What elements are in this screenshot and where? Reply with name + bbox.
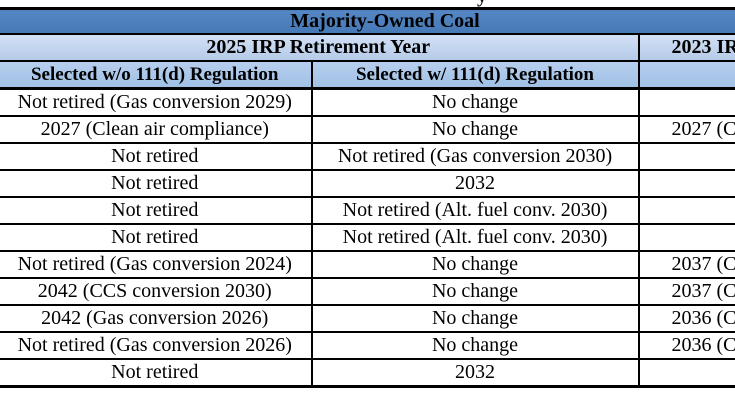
subheader-2023-blank — [637, 60, 735, 90]
cell: 2042 (Gas conversion 2026) — [0, 304, 313, 333]
cell: No change — [310, 304, 640, 333]
cell: Not retired (Alt. fuel conv. 2030) — [310, 223, 640, 252]
table-title: Majority-Owned Coal — [0, 7, 735, 35]
table-row: Not retired Not retired (Alt. fuel conv. … — [0, 196, 735, 225]
cell: 2037 (C — [637, 250, 735, 279]
cell: Not retired — [0, 223, 313, 252]
table-row: Not retired Not retired (Gas conversion 2… — [0, 142, 735, 171]
cropped-title-fragment: y — [477, 0, 487, 8]
cell: Not retired (Gas conversion 2024) — [0, 250, 313, 279]
cell — [637, 223, 735, 252]
cell: 2032 — [310, 169, 640, 198]
cell: Not retired — [0, 142, 313, 171]
cell — [637, 169, 735, 198]
table-row: Not retired 2032 — [0, 358, 735, 388]
cell: No change — [310, 331, 640, 360]
cell: 2036 (C — [637, 304, 735, 333]
table-row: 2027 (Clean air compliance) No change 2027… — [0, 115, 735, 144]
table-row: Not retired Not retired (Alt. fuel conv. … — [0, 223, 735, 252]
column-group-row: 2025 IRP Retirement Year 2023 IR — [0, 33, 735, 62]
sub-header-row: Selected w/o 111(d) Regulation Selected … — [0, 60, 735, 90]
cell: 2037 (C — [637, 277, 735, 306]
table-header: Majority-Owned Coal 2025 IRP Retirement … — [0, 7, 735, 90]
cell: 2036 (C — [637, 331, 735, 360]
cell: Not retired (Gas conversion 2026) — [0, 331, 313, 360]
cell: Not retired — [0, 169, 313, 198]
cell: No change — [310, 115, 640, 144]
cell — [637, 142, 735, 171]
table-body: Not retired (Gas conversion 2029) No chan… — [0, 87, 735, 388]
table-row: Not retired 2032 — [0, 169, 735, 198]
col-group-2023-irp: 2023 IR — [637, 33, 735, 62]
table-row: Not retired (Gas conversion 2029) No chan… — [0, 87, 735, 117]
cell: Not retired (Alt. fuel conv. 2030) — [310, 196, 640, 225]
cell: Not retired — [0, 358, 313, 388]
coal-retirement-table: Majority-Owned Coal 2025 IRP Retirement … — [0, 7, 735, 388]
cell: Not retired (Gas conversion 2029) — [0, 87, 313, 117]
cell: Not retired (Gas conversion 2030) — [310, 142, 640, 171]
cell: No change — [310, 87, 640, 117]
cell: No change — [310, 250, 640, 279]
cell — [637, 196, 735, 225]
cell — [637, 87, 735, 117]
col-group-2025-irp: 2025 IRP Retirement Year — [0, 33, 640, 62]
table-row: Not retired (Gas conversion 2024) No chan… — [0, 250, 735, 279]
table-row: 2042 (CCS conversion 2030) No change 2037 … — [0, 277, 735, 306]
cell — [637, 358, 735, 388]
cell: 2027 (C — [637, 115, 735, 144]
subheader-selected-with-111d: Selected w/ 111(d) Regulation — [310, 60, 640, 90]
cell: No change — [310, 277, 640, 306]
cell: 2027 (Clean air compliance) — [0, 115, 313, 144]
table-row: Not retired (Gas conversion 2026) No chan… — [0, 331, 735, 360]
cell: 2032 — [310, 358, 640, 388]
cell: 2042 (CCS conversion 2030) — [0, 277, 313, 306]
table-row: 2042 (Gas conversion 2026) No change 2036 … — [0, 304, 735, 333]
subheader-selected-without-111d: Selected w/o 111(d) Regulation — [0, 60, 313, 90]
table-title-row: Majority-Owned Coal — [0, 7, 735, 35]
cell: Not retired — [0, 196, 313, 225]
